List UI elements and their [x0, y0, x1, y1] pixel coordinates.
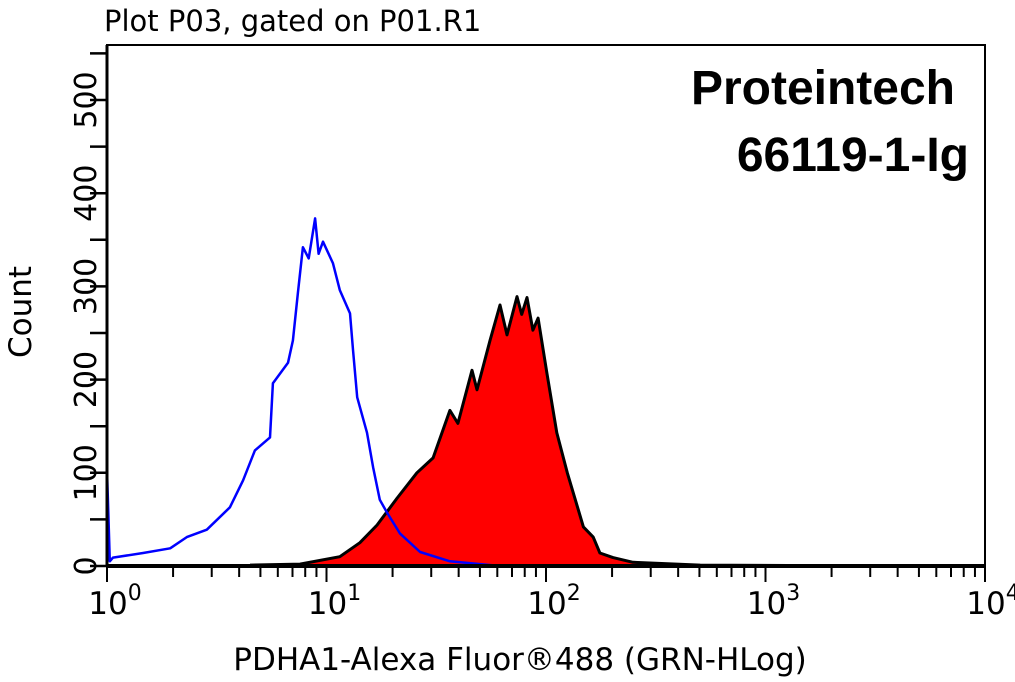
x-tick-base: 10	[527, 586, 566, 622]
y-tick-label: 100	[69, 444, 104, 501]
x-tick-label: 103	[747, 581, 800, 622]
y-tick-label: 200	[69, 351, 104, 408]
y-tick-label: 300	[69, 258, 104, 315]
x-axis-label: PDHA1-Alexa Fluor®488 (GRN-HLog)	[233, 642, 807, 678]
filled-histogram-outline	[249, 295, 901, 568]
x-tick-exponent: 2	[567, 581, 581, 606]
x-tick-exponent: 1	[347, 581, 361, 606]
x-tick-exponent: 4	[1006, 581, 1015, 606]
x-tick-base: 10	[966, 586, 1005, 622]
y-tick-label: 0	[69, 556, 104, 575]
brand-annotation: Proteintech	[691, 62, 955, 115]
x-tick-base: 10	[747, 586, 786, 622]
plot-series	[105, 217, 901, 568]
x-tick-label: 101	[308, 581, 361, 622]
x-tick-label: 102	[527, 581, 580, 622]
x-tick-label: 104	[966, 581, 1015, 622]
x-tick-label: 100	[88, 581, 141, 622]
x-tick-base: 10	[308, 586, 347, 622]
x-tick-base: 10	[88, 586, 127, 622]
control-histogram-line	[105, 217, 501, 568]
x-tick-exponent: 0	[128, 581, 142, 606]
x-tick-exponent: 3	[786, 581, 800, 606]
catalog-number-annotation: 66119-1-Ig	[737, 129, 969, 182]
y-tick-label: 500	[69, 71, 104, 128]
filled-histogram-area	[250, 296, 900, 566]
chart-title: Plot P03, gated on P01.R1	[104, 4, 481, 38]
y-tick-label: 400	[69, 165, 104, 222]
y-axis-label: Count	[3, 266, 39, 358]
